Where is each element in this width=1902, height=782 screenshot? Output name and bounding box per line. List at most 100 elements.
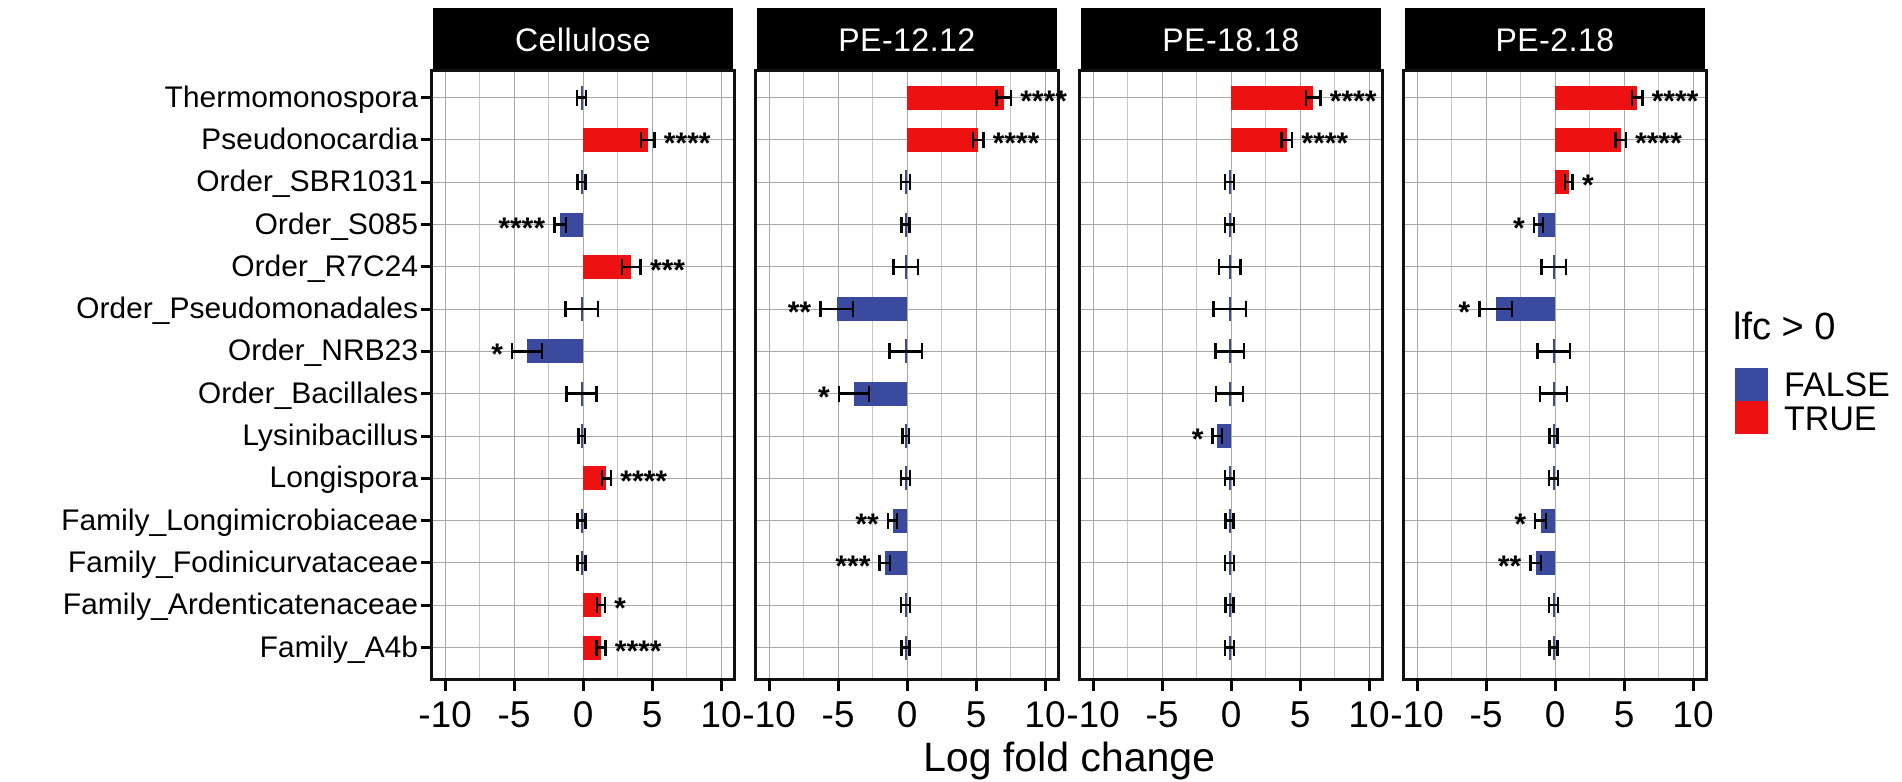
- error-bar-cap: [1547, 470, 1551, 487]
- error-bar-line: [1213, 307, 1247, 311]
- x-tick-label: -5: [497, 694, 531, 735]
- error-bar-line: [1224, 223, 1235, 226]
- y-tick: [421, 349, 433, 353]
- x-tick-label: 5: [965, 694, 987, 735]
- x-tick-label: 0: [1220, 694, 1242, 735]
- gridline-v: [1010, 72, 1011, 678]
- legend-title: lfc > 0: [1733, 306, 1836, 348]
- gridline-v: [617, 72, 618, 678]
- sig-stars: ****: [663, 126, 711, 160]
- gridline-v: [1230, 72, 1232, 678]
- error-bar-line: [577, 561, 586, 565]
- error-bar-cap: [1223, 639, 1227, 656]
- sig-stars: ***: [835, 549, 871, 583]
- x-tick-label: -10: [1390, 694, 1444, 735]
- error-bar-cap: [895, 512, 899, 529]
- error-bar-cap: [1009, 89, 1013, 106]
- error-bar-cap: [564, 216, 568, 233]
- error-bar-cap: [1223, 554, 1227, 571]
- sig-stars: ****: [614, 634, 662, 668]
- x-tick: [905, 678, 909, 691]
- error-bar-cap: [878, 554, 881, 571]
- error-bar-cap: [888, 343, 891, 360]
- y-tick: [421, 476, 433, 480]
- gridline-v: [837, 72, 839, 678]
- x-tick-label: -10: [742, 694, 796, 735]
- error-bar-line: [996, 96, 1012, 99]
- y-tick: [421, 603, 433, 607]
- error-bar-cap: [639, 131, 643, 148]
- gridline-v: [479, 72, 480, 678]
- error-bar-line: [1549, 646, 1558, 649]
- error-bar-cap: [1214, 343, 1217, 360]
- error-bar-cap: [584, 89, 588, 106]
- error-bar-cap: [908, 216, 911, 233]
- error-bar-cap: [584, 554, 587, 571]
- error-bar-line: [1224, 646, 1235, 649]
- gridline-v: [975, 72, 977, 678]
- error-bar-cap: [1244, 301, 1248, 318]
- bar: [907, 85, 1004, 110]
- error-bar-cap: [595, 385, 598, 402]
- x-tick: [767, 678, 771, 691]
- gridline-v: [1451, 72, 1452, 678]
- sig-stars: ****: [498, 211, 546, 245]
- gridline-v: [1520, 72, 1521, 678]
- error-bar-cap: [1630, 89, 1634, 106]
- error-bar-line: [1225, 519, 1234, 522]
- error-bar-cap: [900, 216, 903, 233]
- sig-stars: ****: [1635, 126, 1682, 160]
- sig-stars: ****: [1020, 84, 1067, 118]
- y-axis-label: Order_R7C24: [231, 249, 418, 283]
- error-bar-line: [900, 180, 911, 184]
- sig-stars: **: [787, 296, 812, 330]
- error-bar-line: [1224, 180, 1235, 184]
- error-bar-cap: [564, 301, 567, 318]
- error-bar-line: [1534, 519, 1547, 522]
- x-tick-label: 0: [896, 694, 918, 735]
- x-tick-label: -5: [821, 694, 855, 735]
- error-bar-line: [901, 646, 910, 649]
- error-bar-cap: [1541, 216, 1545, 233]
- gridline-v: [1368, 72, 1370, 678]
- error-bar-cap: [653, 131, 656, 148]
- y-axis-label: Order_Pseudomonadales: [76, 292, 418, 326]
- x-tick: [1043, 678, 1047, 691]
- error-bar-cap: [982, 131, 985, 148]
- x-tick-label: 10: [1348, 694, 1390, 735]
- gridline-v: [1692, 72, 1694, 678]
- error-bar-cap: [837, 385, 841, 402]
- x-tick: [581, 678, 585, 691]
- x-tick-label: 0: [572, 694, 594, 735]
- error-bar-line: [621, 265, 641, 269]
- error-bar-cap: [1624, 131, 1628, 148]
- error-bar-cap: [1232, 554, 1236, 571]
- gridline-v: [1554, 72, 1556, 678]
- y-axis-label: Order_NRB23: [227, 334, 418, 368]
- error-bar-cap: [1242, 343, 1246, 360]
- legend-swatch-false: [1735, 368, 1768, 401]
- error-bar-cap: [1538, 385, 1542, 402]
- error-bar-line: [1537, 350, 1571, 353]
- error-bar-cap: [1544, 512, 1548, 529]
- error-bar-line: [577, 180, 586, 184]
- y-axis-label: Family_Fodinicurvataceae: [67, 545, 418, 579]
- error-bar-cap: [1212, 301, 1215, 318]
- x-tick: [1691, 678, 1695, 691]
- sig-stars: *: [491, 338, 503, 372]
- error-bar-line: [1479, 307, 1513, 311]
- error-bar-cap: [584, 174, 587, 191]
- error-bar-cap: [576, 174, 579, 191]
- bar: [1231, 127, 1287, 152]
- error-bar-cap: [1532, 216, 1536, 233]
- x-tick: [1484, 678, 1488, 691]
- y-tick: [421, 180, 433, 184]
- error-bar-cap: [1539, 554, 1543, 571]
- bar: [1555, 127, 1621, 152]
- x-tick-label: -5: [1469, 694, 1503, 735]
- x-tick-label: 5: [1613, 694, 1635, 735]
- error-bar-cap: [1223, 174, 1227, 191]
- sig-stars: ****: [620, 465, 667, 499]
- bar: [1231, 85, 1314, 110]
